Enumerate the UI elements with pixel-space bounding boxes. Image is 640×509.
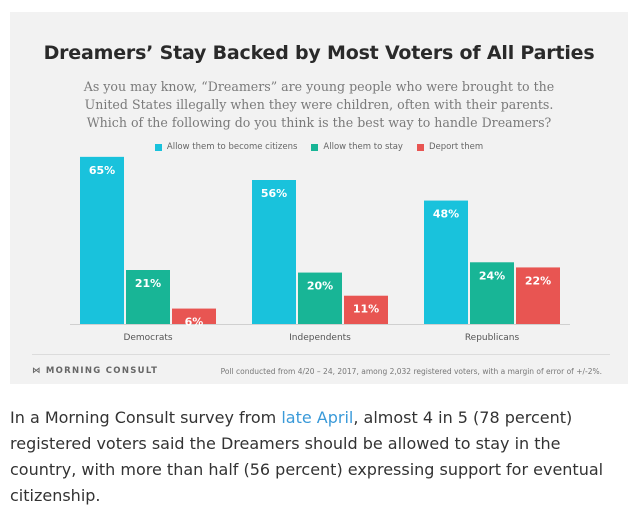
poll-footnote: Poll conducted from 4/20 – 24, 2017, amo… [220,367,602,376]
chart-legend: Allow them to become citizens Allow them… [10,142,628,152]
footer-divider [32,354,610,355]
chart-card: Dreamers’ Stay Backed by Most Voters of … [10,12,628,384]
data-label-deport-democrats: 6% [185,316,204,329]
bar-deport-democrats [172,308,216,324]
category-label-democrats: Democrats [123,333,172,343]
caption-text-after: , almost 4 in 5 (78 percent) registered … [10,408,604,505]
category-label-republicans: Republicans [465,333,520,343]
legend-swatch-citizens [154,143,162,151]
late-april-link[interactable]: late April [281,408,354,427]
bar-citizens-republicans [424,200,468,324]
legend-label-deport: Deport them [428,142,484,152]
chart-subtitle: As you may know, “Dreamers” are young pe… [83,79,555,130]
article-paragraph: In a Morning Consult survey from late Ap… [10,405,630,509]
bar-deport-republicans [516,267,560,324]
data-label-citizens-independents: 56% [261,187,287,200]
morning-consult-logo: ⋈ MORNING CONSULT [32,366,158,376]
data-label-stay-independents: 20% [307,280,333,293]
legend-swatch-stay [311,143,319,151]
legend-item-citizens: Allow them to become citizens [154,142,298,152]
data-label-citizens-democrats: 65% [89,164,115,177]
data-label-stay-democrats: 21% [135,277,161,290]
morning-consult-logo-icon: ⋈ [32,366,42,376]
bar-stay-independents [298,272,342,324]
legend-swatch-deport [416,143,424,151]
bar-stay-republicans [470,262,514,324]
caption-text-before: In a Morning Consult survey from [10,408,282,427]
data-label-stay-republicans: 24% [479,269,505,282]
legend-item-stay: Allow them to stay [311,142,403,152]
bar-citizens-democrats [80,156,124,324]
data-label-deport-republicans: 22% [525,274,551,287]
bar-citizens-independents [252,180,296,324]
bar-stay-democrats [126,270,170,324]
legend-label-stay: Allow them to stay [323,142,403,152]
data-label-deport-independents: 11% [353,303,379,316]
chart-title: Dreamers’ Stay Backed by Most Voters of … [43,42,595,64]
data-label-citizens-republicans: 48% [433,208,459,221]
bar-deport-independents [344,295,388,324]
category-label-independents: Independents [289,333,351,343]
morning-consult-logo-text: MORNING CONSULT [45,366,159,376]
bar-chart-plot: 65% 21% 6% Democrats 56% 20% 11% Independents 48… [70,156,570,343]
legend-item-deport: Deport them [416,142,484,152]
legend-label-citizens: Allow them to become citizens [166,142,298,152]
